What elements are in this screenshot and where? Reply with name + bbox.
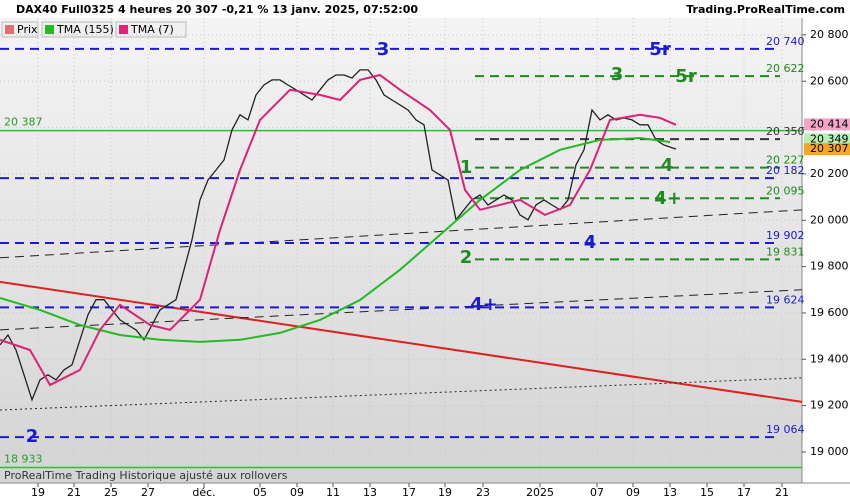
wave-label: 2 xyxy=(26,426,39,447)
series-line xyxy=(0,136,671,343)
legend-swatch xyxy=(5,25,14,34)
wave-label: 5r xyxy=(649,39,671,60)
x-tick-label: 17 xyxy=(402,486,416,499)
wave-label: 5r xyxy=(675,66,697,87)
x-tick-label: 21 xyxy=(775,486,789,499)
y-tick-label: 20 800 xyxy=(810,28,849,41)
wave-label: 1 xyxy=(460,157,473,178)
wave-label: 3 xyxy=(377,39,390,60)
y-tick-label: 20 000 xyxy=(810,213,849,226)
trendline xyxy=(0,280,802,403)
x-tick-label: 09 xyxy=(626,486,640,499)
x-tick-label: 13 xyxy=(663,486,677,499)
x-tick-label: 23 xyxy=(476,486,490,499)
level-label: 20 740 xyxy=(766,35,805,48)
wave-label: 2 xyxy=(460,247,473,268)
wave-label: 4+ xyxy=(470,294,498,315)
x-tick-label: 07 xyxy=(590,486,604,499)
x-tick-label: 2025 xyxy=(526,486,554,499)
x-tick-label: 05 xyxy=(253,486,267,499)
wave-label: 3 xyxy=(611,64,624,85)
y-tick-label: 20 200 xyxy=(810,167,849,180)
level-label: 19 064 xyxy=(766,423,805,436)
legend-label: TMA (155) xyxy=(56,23,114,36)
x-tick-label: 25 xyxy=(104,486,118,499)
y-tick-label: 19 800 xyxy=(810,260,849,273)
y-tick-label: 19 400 xyxy=(810,352,849,365)
x-tick-label: 21 xyxy=(67,486,81,499)
y-tick-label: 19 200 xyxy=(810,399,849,412)
x-tick-label: 11 xyxy=(326,486,340,499)
level-label: 19 624 xyxy=(766,293,805,306)
level-label: 20 227 xyxy=(766,154,805,167)
level-label: 20 095 xyxy=(766,184,805,197)
y-tick-label: 19 600 xyxy=(810,306,849,319)
legend-label: Prix xyxy=(17,23,38,36)
x-tick-label: 27 xyxy=(141,486,155,499)
level-label: 20 622 xyxy=(766,62,805,75)
source: Trading.ProRealTime.com xyxy=(686,3,845,16)
legend-swatch xyxy=(119,25,128,34)
series-line xyxy=(0,73,677,387)
price-box-label: 20 307 xyxy=(810,142,849,155)
wave-label: 4+ xyxy=(654,188,682,209)
legend-box xyxy=(41,21,113,38)
trendline xyxy=(0,377,802,411)
price-box xyxy=(804,118,850,131)
y-tick-label: 20 600 xyxy=(810,74,849,87)
legend-label: TMA (7) xyxy=(130,23,174,36)
legend-box xyxy=(115,21,187,38)
level-label: 19 902 xyxy=(766,229,805,242)
price-box xyxy=(804,143,850,156)
wave-label: 4 xyxy=(584,232,597,253)
x-tick-label: 13 xyxy=(363,486,377,499)
level-label: 20 182 xyxy=(766,164,805,177)
header xyxy=(0,0,850,18)
legend-swatch xyxy=(45,25,54,34)
level-label: 20 387 xyxy=(4,116,43,129)
x-tick-label: déc. xyxy=(192,486,215,499)
x-tick-label: 19 xyxy=(31,486,45,499)
plot xyxy=(0,18,802,483)
legend: Prix TMA (155) TMA (7) xyxy=(1,21,187,38)
level-label: 19 831 xyxy=(766,245,805,258)
x-tick-label: 09 xyxy=(290,486,304,499)
x-tick-label: 17 xyxy=(737,486,751,499)
price-box-label: 20 414 xyxy=(810,117,849,130)
chart-title: DAX40 Full0325 4 heures 20 307 -0,21 % 1… xyxy=(16,3,418,16)
price-box-label: 20 349 xyxy=(810,132,849,145)
x-tick-label: 19 xyxy=(438,486,452,499)
price-box xyxy=(804,133,850,146)
level-label: 18 933 xyxy=(4,452,43,465)
x-tick-label: 15 xyxy=(700,486,714,499)
footer: ProRealTime Trading Historique ajusté au… xyxy=(4,469,288,482)
y-tick-label: 19 000 xyxy=(810,445,849,458)
wave-label: 4 xyxy=(661,155,674,176)
level-label: 20 350 xyxy=(766,125,805,138)
